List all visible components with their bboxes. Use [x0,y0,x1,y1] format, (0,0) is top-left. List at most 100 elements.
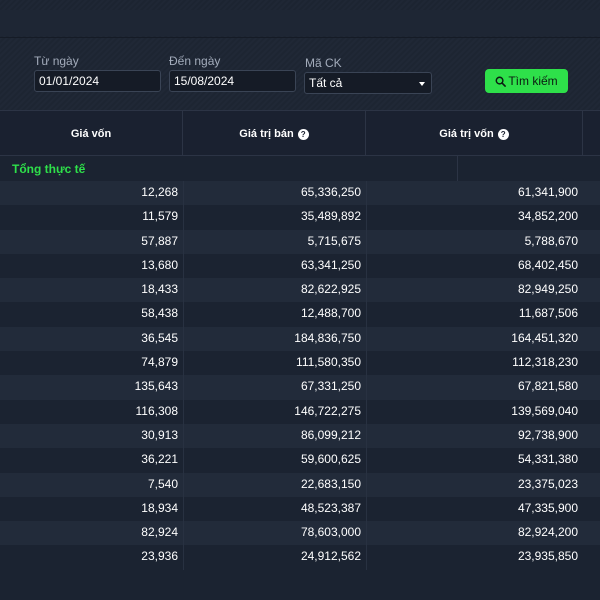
column-divider [366,253,367,279]
cell-cost-value: 34,852,200 [517,209,578,224]
cell-sell-value: 111,580,350 [296,355,361,370]
column-divider [183,302,184,327]
cell-cost-value: 92,738,900 [517,427,578,442]
column-divider [366,399,367,424]
to-date-label: Đến ngày [169,54,221,68]
column-divider [183,521,184,546]
cell-sell-value: 86,099,212 [300,427,361,442]
column-divider [183,278,184,303]
column-divider [183,423,184,449]
from-date-input[interactable]: 01/01/2024 [34,70,161,92]
cell-cost-price: 116,308 [135,403,179,418]
table-row: 36,221 59,600,625 54,331,380 [0,448,600,473]
table-row: 18,433 82,622,925 82,949,250 [0,278,600,303]
column-divider [183,472,184,497]
cell-cost-value: 164,451,320 [511,330,578,345]
column-divider [366,472,367,497]
cell-sell-value: 63,341,250 [300,257,361,272]
cell-cost-price: 7,540 [147,476,178,491]
search-button-label: Tìm kiếm [508,74,558,88]
cell-cost-value: 5,788,670 [524,233,578,248]
column-divider [366,278,367,303]
total-row: Tổng thực tế [0,156,600,181]
column-divider [366,181,367,206]
column-divider [366,205,367,230]
cell-cost-price: 13,680 [141,257,178,272]
cell-cost-value: 61,341,900 [517,185,578,199]
cell-sell-value: 5,715,675 [307,233,361,248]
column-divider [183,351,184,376]
column-divider [366,351,367,376]
cell-sell-value: 184,836,750 [294,330,361,345]
column-divider [366,423,367,449]
column-header-cost-price[interactable]: Giá vốn [0,111,183,157]
table-row: 12,268 65,336,250 61,341,900 [0,181,600,206]
search-icon [495,76,507,87]
cell-cost-price: 36,221 [141,452,178,467]
column-divider [366,326,367,352]
column-divider [183,253,184,279]
cell-cost-value: 47,335,900 [517,500,578,515]
table-row: 57,887 5,715,675 5,788,670 [0,229,600,254]
table-row: 74,879 111,580,350 112,318,230 [0,351,600,376]
column-divider [366,521,367,546]
help-icon[interactable]: ? [297,128,309,140]
column-divider [366,375,367,400]
stock-code-select[interactable]: Tất cả [304,72,432,94]
top-strip [0,10,600,36]
column-divider [183,205,184,230]
cell-cost-price: 18,433 [141,282,178,297]
table-row: 82,924 78,603,000 82,924,200 [0,521,600,546]
cell-cost-value: 11,687,506 [518,306,578,321]
cell-sell-value: 65,336,250 [300,185,361,199]
cell-cost-value: 112,318,230 [512,355,578,370]
column-header-sell-value[interactable]: Giá trị bán ? [183,111,366,157]
table-row: 11,579 35,489,892 34,852,200 [0,205,600,230]
total-label: Tổng thực tế [12,162,86,176]
cell-sell-value: 12,488,700 [300,306,361,321]
cell-cost-value: 68,402,450 [517,257,578,272]
search-button[interactable]: Tìm kiếm [485,69,568,93]
cell-cost-value: 23,935,850 [517,549,578,564]
from-date-label: Từ ngày [34,54,79,68]
column-header-cost-value[interactable]: Giá trị vốn ? [366,111,583,157]
cell-cost-value: 82,949,250 [517,282,578,297]
top-bar [0,0,600,38]
table-row: 13,680 63,341,250 68,402,450 [0,253,600,279]
cell-cost-price: 30,913 [141,427,178,442]
cell-cost-price: 11,579 [142,209,178,224]
chevron-down-icon [419,82,425,86]
stock-code-value: Tất cả [309,76,343,90]
column-divider [183,545,184,570]
table-header: Giá vốn Giá trị bán ? Giá trị vốn ? [0,110,600,157]
table-row: 116,308 146,722,275 139,569,040 [0,399,600,424]
cell-sell-value: 48,523,387 [300,500,361,515]
column-divider [366,302,367,327]
cell-sell-value: 67,331,250 [300,379,361,394]
help-icon[interactable]: ? [497,128,509,140]
stock-code-label: Mã CK [305,56,342,70]
table-row: 36,545 184,836,750 164,451,320 [0,326,600,352]
cell-cost-price: 74,879 [141,355,178,370]
cell-cost-value: 139,569,040 [511,403,578,418]
cell-cost-value: 23,375,023 [517,476,578,491]
table-row: 58,438 12,488,700 11,687,506 [0,302,600,327]
cell-cost-value: 67,821,580 [517,379,578,394]
column-divider [183,181,184,206]
column-divider [366,545,367,570]
table-footer [0,578,600,600]
cell-cost-price: 57,887 [141,233,178,248]
cell-sell-value: 35,489,892 [300,209,361,224]
cell-cost-price: 23,936 [141,549,178,564]
column-header-label: Giá vốn [70,128,112,140]
cell-cost-price: 36,545 [141,330,178,345]
column-divider [183,399,184,424]
cell-cost-price: 58,438 [141,306,178,321]
table-row: 7,540 22,683,150 23,375,023 [0,472,600,497]
divider [457,156,458,181]
to-date-input[interactable]: 15/08/2024 [169,70,296,92]
cell-cost-price: 135,643 [134,379,178,394]
table-row: 135,643 67,331,250 67,821,580 [0,375,600,400]
table-row: 23,936 24,912,562 23,935,850 [0,545,600,570]
cell-sell-value: 78,603,000 [300,525,361,540]
